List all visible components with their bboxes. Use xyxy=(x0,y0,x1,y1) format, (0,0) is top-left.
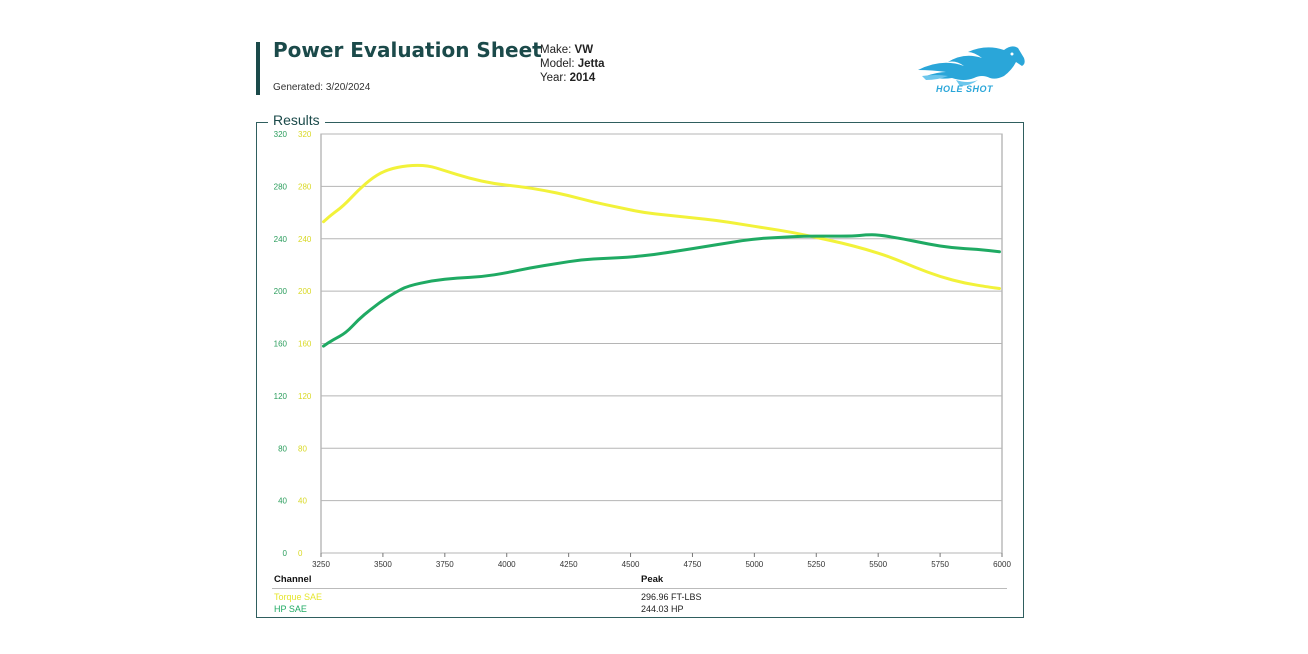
year-label: Year: xyxy=(540,72,567,84)
model-line: Model: Jetta xyxy=(540,57,605,71)
axis-layer: 320 320 280 280 240 240 200 200 160 160 120 120 80 80… xyxy=(274,130,1012,569)
y-left-tick-label: 40 xyxy=(278,497,287,506)
y-right-tick-label: 40 xyxy=(298,497,307,506)
y-right-tick-label: 200 xyxy=(298,287,312,296)
make-value: VW xyxy=(574,44,594,56)
y-right-tick-label: 160 xyxy=(298,340,312,349)
grid-layer xyxy=(320,133,1003,554)
x-tick-label: 6000 xyxy=(993,560,1011,569)
table-peak-header: Peak xyxy=(641,574,664,585)
torque-series-line xyxy=(322,163,1001,290)
x-tick-label: 5250 xyxy=(807,560,825,569)
x-tick-label: 4750 xyxy=(684,560,702,569)
series-layer xyxy=(322,163,1001,348)
logo-text: HOLE SHOT xyxy=(936,84,994,94)
x-tick-label: 5750 xyxy=(931,560,949,569)
x-tick-label: 5000 xyxy=(745,560,763,569)
x-tick-label: 4500 xyxy=(622,560,640,569)
year-line: Year: 2014 xyxy=(540,71,605,85)
header-accent-bar xyxy=(256,42,260,95)
y-left-tick-label: 200 xyxy=(274,287,288,296)
page-title: Power Evaluation Sheet xyxy=(273,38,542,62)
vehicle-info: Make: VW Model: Jetta Year: 2014 xyxy=(540,43,605,85)
horse-logo-icon xyxy=(918,46,1025,86)
model-label: Model: xyxy=(540,58,575,70)
x-tick-label: 4250 xyxy=(560,560,578,569)
model-value: Jetta xyxy=(577,58,605,70)
y-left-tick-label: 120 xyxy=(274,392,288,401)
x-tick-label: 3500 xyxy=(374,560,392,569)
y-left-tick-label: 320 xyxy=(274,130,288,139)
y-right-tick-label: 80 xyxy=(298,444,307,453)
year-value: 2014 xyxy=(569,72,596,84)
generated-date: Generated: 3/20/2024 xyxy=(273,82,371,93)
y-left-tick-label: 280 xyxy=(274,182,288,191)
table-row-torque-peak: 296.96 FT-LBS xyxy=(641,592,702,602)
table-channel-header: Channel xyxy=(274,574,312,585)
y-right-tick-label: 320 xyxy=(298,130,312,139)
y-right-tick-label: 240 xyxy=(298,235,312,244)
make-line: Make: VW xyxy=(540,43,605,57)
y-left-tick-label: 160 xyxy=(274,340,288,349)
results-panel xyxy=(256,122,1024,618)
y-right-tick-label: 280 xyxy=(298,182,312,191)
y-left-tick-label: 0 xyxy=(283,549,288,558)
y-right-tick-label: 0 xyxy=(298,549,303,558)
y-left-tick-label: 240 xyxy=(274,235,288,244)
table-row-hp-channel: HP SAE xyxy=(274,604,307,614)
x-tick-label: 4000 xyxy=(498,560,516,569)
table-divider xyxy=(272,588,1007,589)
results-label: Results xyxy=(268,112,325,128)
make-label: Make: xyxy=(540,44,572,56)
y-left-tick-label: 80 xyxy=(278,444,287,453)
x-tick-label: 3750 xyxy=(436,560,454,569)
x-tick-label: 3250 xyxy=(312,560,330,569)
hp-series-line xyxy=(322,233,1001,348)
table-row-hp-peak: 244.03 HP xyxy=(641,604,684,614)
table-row-torque-channel: Torque SAE xyxy=(274,592,323,602)
y-right-tick-label: 120 xyxy=(298,392,312,401)
x-tick-label: 5500 xyxy=(869,560,887,569)
